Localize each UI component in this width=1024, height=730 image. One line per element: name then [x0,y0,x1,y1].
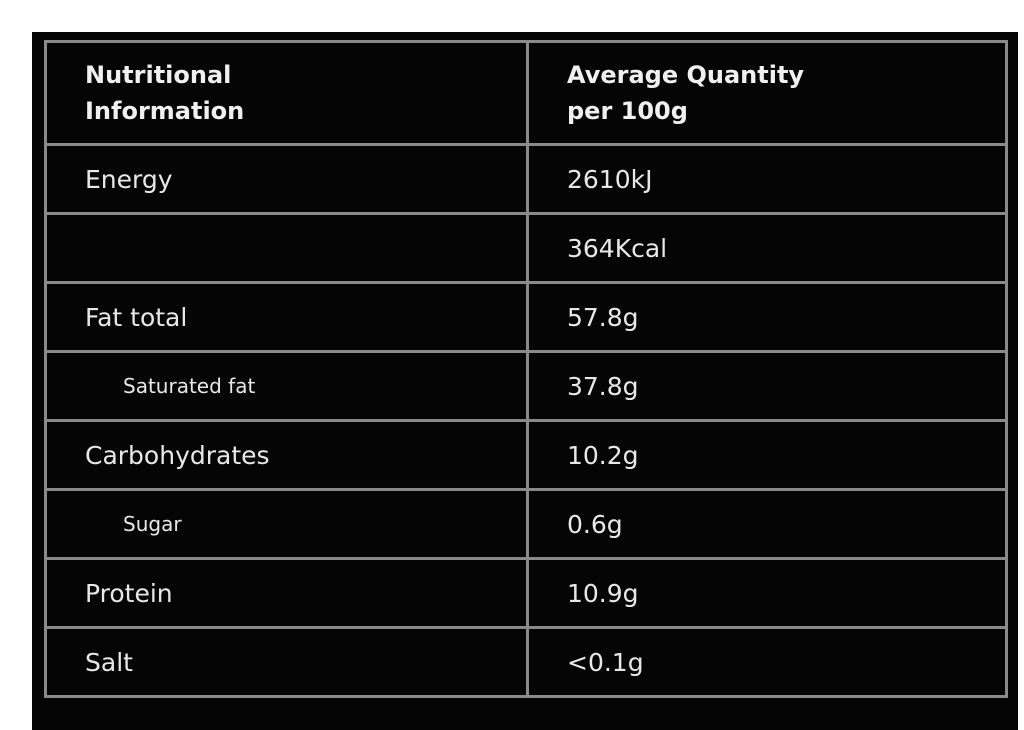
quantity: 37.8g [526,350,1008,422]
nutrient: Fat total [44,281,529,353]
nutrient [44,212,529,284]
quantity: <0.1g [526,626,1008,698]
nutrient: Carbohydrates [44,419,529,491]
nutrient: Energy [44,143,529,215]
quantity: 10.2g [526,419,1008,491]
header-text: Average Quantity per 100g [567,61,805,125]
row: Salt <0.1g [44,626,1008,698]
quantity: 57.8g [526,281,1008,353]
row: Fat total 57.8g [44,281,1008,353]
nutrient: Salt [44,626,529,698]
panel: Nutritional Information Average Quantity… [32,32,1018,730]
quantity: 364Kcal [526,212,1008,284]
nutrition-table: Nutritional Information Average Quantity… [44,40,1008,698]
row: Carbohydrates 10.2g [44,419,1008,491]
row: Protein 10.9g [44,557,1008,629]
quantity: 2610kJ [526,143,1008,215]
quantity: 10.9g [526,557,1008,629]
header-cell: Nutritional Information [44,40,529,146]
row: Sugar 0.6g [44,488,1008,560]
row: 364Kcal [44,212,1008,284]
header-row: Nutritional Information Average Quantity… [44,40,1008,146]
sub-nutrient: Sugar [44,488,529,560]
header-cell: Average Quantity per 100g [526,40,1008,146]
quantity: 0.6g [526,488,1008,560]
header-text: Nutritional Information [85,61,245,125]
row: Energy 2610kJ [44,143,1008,215]
nutrient: Protein [44,557,529,629]
row: Saturated fat 37.8g [44,350,1008,422]
sub-nutrient: Saturated fat [44,350,529,422]
